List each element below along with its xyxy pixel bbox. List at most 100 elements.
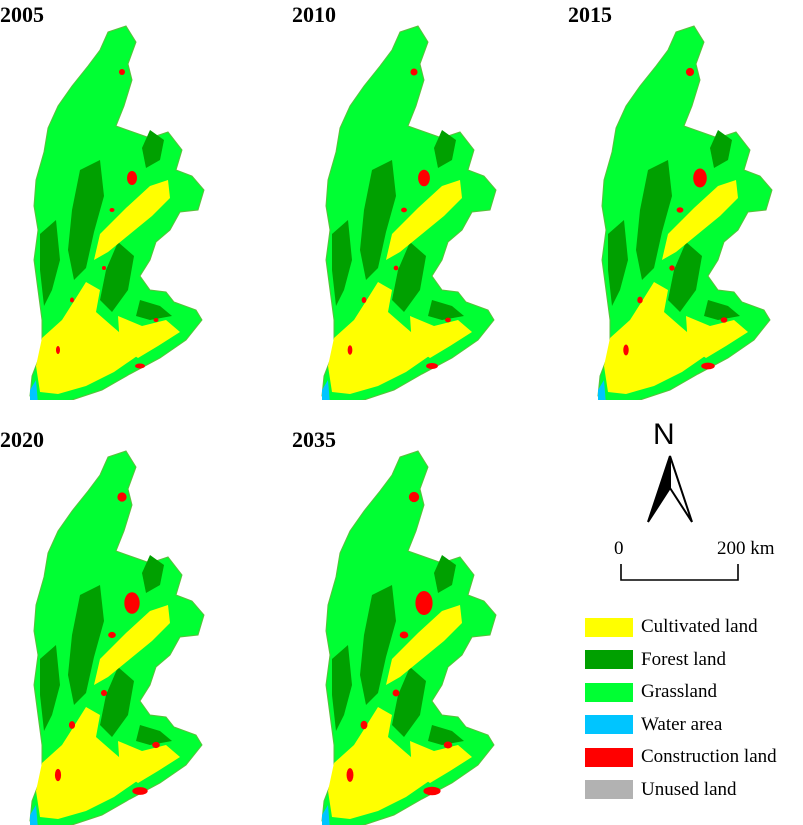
construction-area: [637, 296, 643, 304]
legend-item-grassland: Grassland: [585, 676, 803, 709]
construction-area: [100, 689, 108, 697]
north-arrow-icon: [647, 455, 693, 523]
forest-area: [142, 555, 164, 593]
legend-swatch: [585, 617, 633, 637]
construction-area: [135, 363, 145, 369]
north-label: N: [653, 418, 675, 451]
year-label: 2015: [568, 2, 612, 27]
legend-swatch: [585, 650, 633, 670]
map-panel-2015: 2015: [568, 0, 803, 400]
land-use-map: [597, 25, 773, 400]
cultivated-area: [328, 707, 432, 819]
forest-area: [428, 300, 464, 320]
cultivated-area: [386, 605, 462, 685]
forest-area: [428, 725, 464, 745]
forest-area: [100, 242, 134, 312]
construction-area: [102, 266, 106, 270]
cultivated-area: [36, 282, 140, 394]
construction-area: [360, 720, 368, 730]
construction-area: [119, 69, 125, 75]
legend-label: Unused land: [641, 778, 737, 800]
construction-area: [68, 721, 76, 729]
forest-area: [68, 585, 104, 705]
forest-area: [100, 667, 134, 737]
cultivated-area: [94, 605, 170, 685]
scale-end-label: 200 km: [717, 538, 775, 559]
cultivated-area: [410, 741, 472, 783]
construction-area: [408, 491, 420, 503]
forest-area: [40, 220, 60, 306]
construction-area: [70, 297, 74, 303]
map-panel-2020: 2020: [0, 425, 260, 825]
construction-area: [669, 265, 675, 271]
construction-area: [423, 786, 441, 796]
legend-swatch: [585, 682, 633, 702]
construction-area: [445, 317, 451, 323]
forest-area: [142, 130, 164, 168]
forest-area: [332, 645, 352, 731]
cultivated-area: [94, 180, 170, 260]
water-area: [598, 380, 606, 400]
forest-area: [40, 645, 60, 731]
construction-area: [401, 207, 407, 213]
forest-area: [434, 130, 456, 168]
construction-area: [124, 592, 140, 614]
construction-area: [685, 67, 695, 77]
construction-area: [108, 631, 116, 639]
construction-area: [132, 787, 148, 795]
construction-area: [701, 362, 715, 370]
cultivated-area: [118, 741, 180, 783]
construction-area: [153, 318, 159, 322]
forest-area: [636, 160, 672, 280]
forest-area: [392, 667, 426, 737]
construction-area: [399, 631, 409, 639]
water-area: [30, 380, 38, 400]
legend-item-forest: Forest land: [585, 644, 803, 677]
cultivated-area: [386, 180, 462, 260]
forest-area: [668, 242, 702, 312]
cultivated-area: [410, 316, 472, 358]
legend-label: Cultivated land: [641, 616, 758, 638]
forest-area: [434, 555, 456, 593]
construction-area: [117, 492, 127, 502]
construction-area: [346, 768, 354, 782]
land-use-map: [29, 450, 205, 825]
construction-area: [443, 741, 453, 749]
construction-area: [109, 208, 115, 212]
construction-area: [56, 346, 60, 354]
construction-area: [393, 265, 399, 271]
forest-area: [710, 130, 732, 168]
construction-area: [410, 68, 418, 76]
legend: Cultivated land Forest land Grassland Wa…: [585, 611, 803, 806]
cultivated-area: [686, 316, 748, 358]
forest-area: [68, 160, 104, 280]
construction-area: [347, 345, 353, 355]
water-area: [322, 380, 330, 400]
year-label: 2005: [0, 2, 44, 27]
construction-area: [623, 344, 629, 356]
construction-area: [361, 297, 367, 303]
cultivated-area: [328, 282, 432, 394]
year-label: 2020: [0, 427, 44, 452]
forest-area: [392, 242, 426, 312]
map-panel-2035: 2035: [292, 425, 552, 825]
legend-swatch: [585, 715, 633, 735]
land-use-map: [321, 25, 497, 400]
legend-item-cultivated: Cultivated land: [585, 611, 803, 644]
construction-area: [127, 171, 137, 185]
construction-area: [426, 363, 438, 369]
legend-label: Water area: [641, 713, 723, 735]
legend-swatch: [585, 747, 633, 767]
cultivated-area: [604, 282, 708, 394]
legend-swatch: [585, 780, 633, 800]
land-use-map: [321, 450, 497, 825]
construction-area: [720, 317, 728, 323]
construction-area: [54, 768, 62, 782]
forest-area: [360, 160, 396, 280]
construction-area: [693, 168, 707, 188]
year-label: 2010: [292, 2, 336, 27]
construction-area: [418, 169, 430, 187]
land-use-map: [29, 25, 205, 400]
legend-item-unused: Unused land: [585, 774, 803, 807]
legend-label: Grassland: [641, 681, 717, 703]
